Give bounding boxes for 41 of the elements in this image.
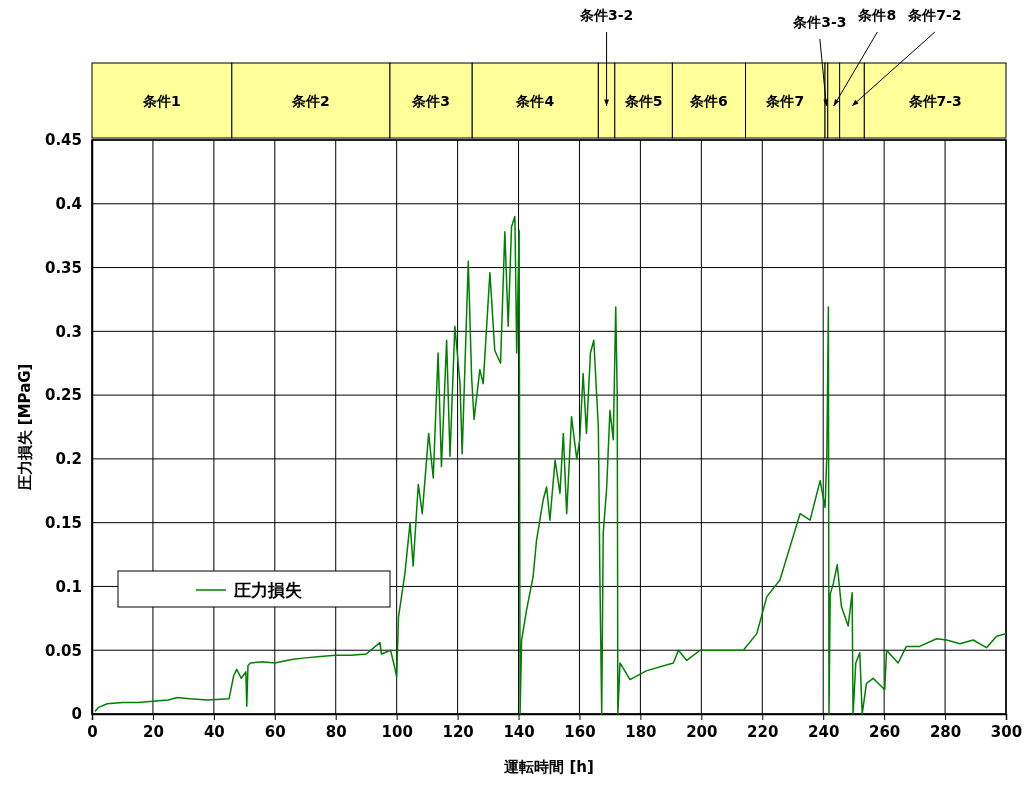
x-tick-label: 240 bbox=[808, 722, 840, 741]
y-tick-label: 0.3 bbox=[55, 322, 82, 341]
y-tick-label: 0.2 bbox=[55, 450, 82, 469]
x-tick-label: 60 bbox=[264, 722, 286, 741]
text: 条件8 bbox=[857, 7, 897, 23]
series-label: 条件7-3 bbox=[907, 92, 962, 109]
x-tick-label: 220 bbox=[747, 722, 779, 741]
y-tick-label: 0.05 bbox=[44, 641, 82, 660]
legend-label: 条件5 bbox=[623, 92, 663, 109]
text: 条件3-3 bbox=[792, 14, 847, 30]
text: 条件7-2 bbox=[907, 7, 962, 23]
y-tick-label: 0.25 bbox=[44, 386, 82, 405]
y-tick-label: 0.45 bbox=[44, 131, 82, 150]
x-tick-label: 200 bbox=[686, 722, 718, 741]
x-axis-title: 運転時間 [h] bbox=[503, 758, 594, 776]
x-tick-label: 100 bbox=[381, 722, 413, 741]
series-label: 条件2 bbox=[291, 92, 330, 109]
y-tick-label: 0.4 bbox=[55, 195, 82, 214]
x-tick-label: 280 bbox=[929, 722, 962, 741]
x-tick-label: 80 bbox=[325, 722, 347, 741]
y-tick-label: 0.35 bbox=[44, 258, 82, 277]
x-tick-label: 180 bbox=[625, 722, 657, 741]
legend-label: 圧力損失 bbox=[233, 580, 302, 600]
y-tick-label: 0 bbox=[71, 705, 82, 724]
y-tick-label: 0.1 bbox=[55, 577, 82, 596]
x-tick-label: 20 bbox=[143, 722, 164, 741]
x-tick-label: 120 bbox=[442, 722, 474, 741]
y-axis-title: 圧力損失 [MPaG] bbox=[16, 363, 34, 492]
x-tick-label: 40 bbox=[203, 722, 225, 741]
series-label: 条件3 bbox=[411, 92, 450, 109]
text: 条件3-2 bbox=[578, 7, 634, 23]
series-label: 条件1 bbox=[142, 92, 181, 109]
x-tick-label: 160 bbox=[564, 722, 596, 741]
series-label: 条件7 bbox=[765, 92, 805, 109]
x-tick-label: 300 bbox=[990, 722, 1023, 741]
x-tick-label: 260 bbox=[868, 722, 901, 741]
series-label: 条件6 bbox=[689, 92, 728, 109]
y-tick-label: 0.15 bbox=[44, 513, 82, 532]
series-label: 条件4 bbox=[515, 92, 555, 109]
x-tick-label: 140 bbox=[503, 722, 535, 741]
x-tick-label: 0 bbox=[87, 722, 98, 741]
